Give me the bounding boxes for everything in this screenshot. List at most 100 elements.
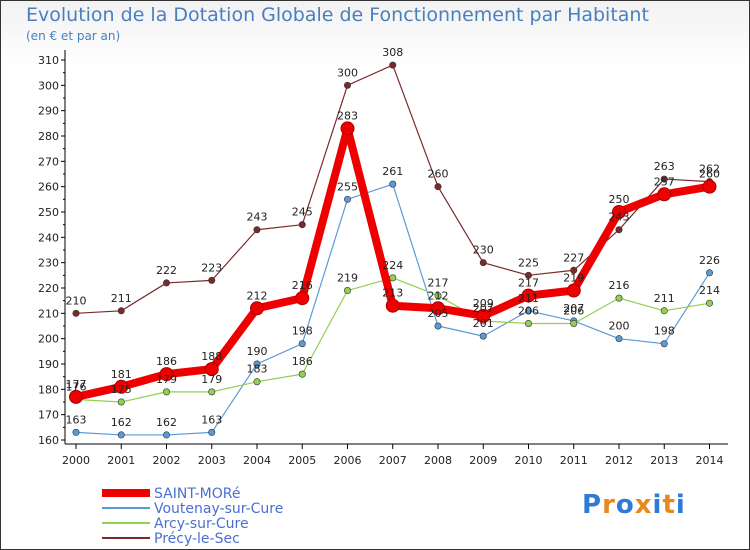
data-point-0 <box>298 221 306 229</box>
logo-letter: r <box>602 490 616 520</box>
data-label: 263 <box>654 160 675 173</box>
x-tick-label: 2008 <box>424 454 452 467</box>
data-label: 243 <box>247 211 268 224</box>
data-label: 250 <box>609 193 630 206</box>
data-point-3 <box>385 298 400 313</box>
data-point-1 <box>660 340 668 348</box>
data-label: 257 <box>654 175 675 188</box>
data-label: 179 <box>156 373 177 386</box>
legend-label: Arcy-sur-Cure <box>154 516 249 532</box>
data-label: 163 <box>66 413 87 426</box>
x-tick-label: 2012 <box>605 454 633 467</box>
data-label: 260 <box>428 168 449 181</box>
data-point-0 <box>660 175 668 183</box>
data-label: 205 <box>428 307 449 320</box>
y-tick-label: 310 <box>38 54 59 67</box>
data-point-0 <box>117 307 125 315</box>
x-tick-label: 2007 <box>379 454 407 467</box>
legend-label: SAINT-MORé <box>154 486 240 502</box>
data-point-1 <box>253 360 261 368</box>
x-tick-label: 2014 <box>696 454 724 467</box>
data-point-0 <box>253 226 261 234</box>
data-label: 219 <box>563 272 584 285</box>
data-point-1 <box>615 335 623 343</box>
data-label: 198 <box>292 325 313 338</box>
data-label: 216 <box>609 279 630 292</box>
data-label: 162 <box>111 416 132 429</box>
data-point-0 <box>524 271 532 279</box>
y-tick-label: 210 <box>38 307 59 320</box>
data-label: 201 <box>473 317 494 330</box>
data-label: 177 <box>66 378 87 391</box>
data-label: 225 <box>518 256 539 269</box>
data-label: 198 <box>654 325 675 338</box>
y-tick-label: 220 <box>38 282 59 295</box>
data-point-3 <box>295 291 310 306</box>
data-point-1 <box>705 269 713 277</box>
y-tick-label: 200 <box>38 333 59 346</box>
data-point-1 <box>434 322 442 330</box>
data-point-3 <box>657 187 672 202</box>
data-point-1 <box>117 431 125 439</box>
data-label: 200 <box>609 320 630 333</box>
data-label: 211 <box>654 292 675 305</box>
y-tick-label: 300 <box>38 79 59 92</box>
data-label: 183 <box>247 363 268 376</box>
x-tick-label: 2010 <box>515 454 543 467</box>
data-point-1 <box>524 307 532 315</box>
data-point-1 <box>72 428 80 436</box>
data-label: 217 <box>518 277 539 290</box>
data-label: 181 <box>111 368 132 381</box>
data-label: 214 <box>699 284 720 297</box>
data-point-3 <box>250 301 264 316</box>
data-point-2 <box>117 398 125 406</box>
logo-letter: P <box>582 490 603 520</box>
x-tick-label: 2003 <box>198 454 226 467</box>
data-point-0 <box>343 81 351 89</box>
data-label: 176 <box>66 380 87 393</box>
chart-title: Evolution de la Dotation Globale de Fonc… <box>26 4 649 26</box>
data-label: 190 <box>247 345 268 358</box>
data-point-3 <box>702 179 717 194</box>
y-tick-label: 290 <box>38 105 59 118</box>
x-tick-label: 2002 <box>153 454 181 467</box>
data-label: 222 <box>156 264 177 277</box>
y-tick-label: 270 <box>38 155 59 168</box>
data-label: 300 <box>337 66 358 79</box>
data-label: 188 <box>201 350 222 363</box>
data-label: 186 <box>156 355 177 368</box>
data-point-1 <box>389 180 397 188</box>
data-point-3 <box>340 121 355 136</box>
x-tick-label: 2000 <box>62 454 90 467</box>
data-point-0 <box>208 276 216 284</box>
data-label: 163 <box>201 413 222 426</box>
data-label: 212 <box>428 289 449 302</box>
data-label: 230 <box>473 244 494 257</box>
data-point-1 <box>298 340 306 348</box>
data-point-2 <box>524 319 532 327</box>
x-tick-label: 2011 <box>560 454 588 467</box>
data-label: 210 <box>66 294 87 307</box>
data-label: 262 <box>699 163 720 176</box>
data-label: 260 <box>699 168 720 181</box>
data-point-2 <box>208 388 216 396</box>
data-label: 175 <box>111 383 132 396</box>
y-tick-label: 240 <box>38 231 59 244</box>
data-point-2 <box>163 388 171 396</box>
data-point-1 <box>208 428 216 436</box>
data-label: 283 <box>337 109 358 122</box>
chart-subtitle: (en € et par an) <box>26 29 121 43</box>
data-point-3 <box>612 205 626 219</box>
data-point-3 <box>69 389 83 404</box>
data-label: 255 <box>337 180 358 193</box>
data-point-0 <box>434 183 442 191</box>
data-label: 211 <box>111 292 132 305</box>
logo-letter: i <box>675 490 686 520</box>
y-tick-label: 160 <box>38 434 59 447</box>
data-label: 224 <box>382 259 403 272</box>
data-label: 261 <box>382 165 403 178</box>
data-point-3 <box>476 308 491 323</box>
logo-letter: x <box>634 490 653 520</box>
legend-label: Précy-le-Sec <box>154 531 240 547</box>
